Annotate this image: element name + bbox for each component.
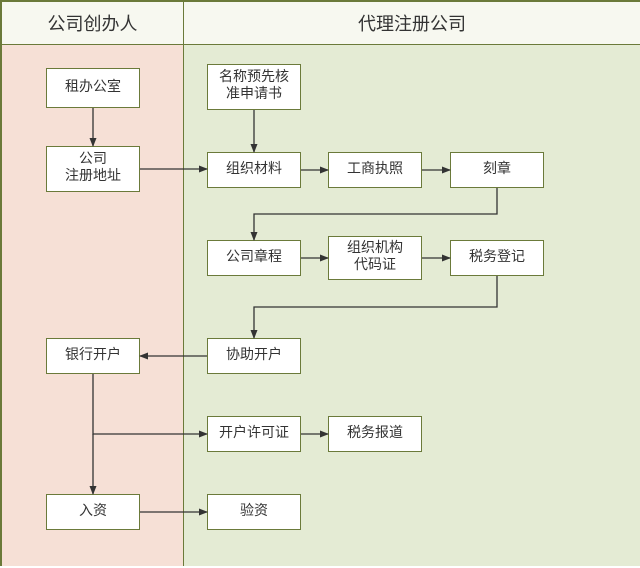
node-taxreg: 税务登记 [450,240,544,276]
node-bankopen: 银行开户 [46,338,140,374]
node-permit: 开户许可证 [207,416,301,452]
node-appform: 名称预先核 准申请书 [207,64,301,110]
node-rent: 租办公室 [46,68,140,108]
node-taxrpt: 税务报道 [328,416,422,452]
node-license: 工商执照 [328,152,422,188]
node-orgcode: 组织机构 代码证 [328,236,422,280]
node-verify: 验资 [207,494,301,530]
header-left: 公司创办人 [2,2,184,45]
header-right: 代理注册公司 [184,2,640,45]
node-invest: 入资 [46,494,140,530]
node-assist: 协助开户 [207,338,301,374]
node-seal: 刻章 [450,152,544,188]
region-agent [184,45,640,566]
flowchart-canvas: 公司创办人代理注册公司租办公室公司 注册地址 名称预先核 准申请书组织材料工商执照… [0,0,640,566]
node-material: 组织材料 [207,152,301,188]
region-founder [2,45,184,566]
node-addr: 公司 注册地址 [46,146,140,192]
node-charter: 公司章程 [207,240,301,276]
